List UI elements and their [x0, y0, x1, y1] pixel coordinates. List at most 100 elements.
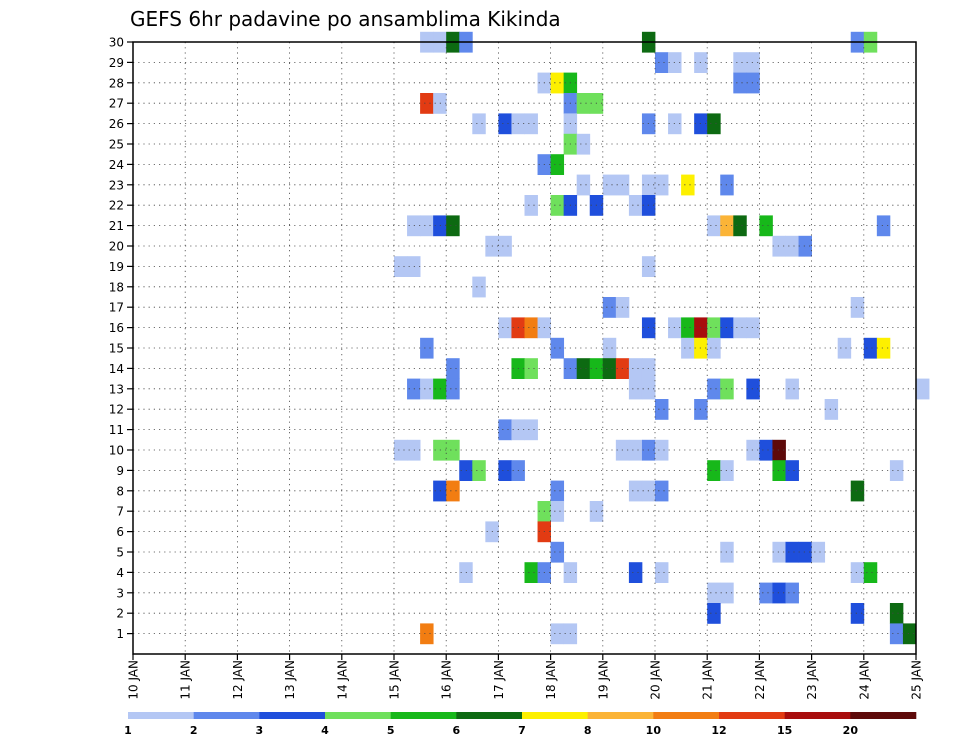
colorbar-label: 5 — [387, 724, 395, 737]
heatmap-cell — [407, 215, 421, 237]
heatmap-cell — [628, 562, 643, 583]
colorbar-label: 20 — [843, 724, 859, 737]
heatmap-cell — [524, 113, 538, 135]
heatmap-cell — [811, 541, 826, 563]
colorbar: 1 2 3 4 5 6 7 8 10 12 15 20 — [124, 712, 917, 737]
colorbar-swatch — [850, 712, 917, 719]
heatmap-cell — [707, 113, 721, 135]
colorbar-swatch — [784, 712, 851, 719]
colorbar-swatch — [390, 712, 457, 719]
heatmap-cell — [524, 358, 538, 379]
heatmap-cell — [602, 358, 617, 379]
heatmap-cell — [524, 195, 538, 216]
heatmap-cell — [850, 603, 865, 624]
heatmap-cell — [446, 378, 460, 400]
colorbar-label: 10 — [646, 724, 662, 737]
heatmap-cell — [733, 215, 747, 237]
y-tick-label: 6 — [116, 525, 124, 539]
x-tick-label: 14 JAN — [335, 660, 349, 700]
heatmap-cell — [746, 317, 760, 339]
heatmap-cell — [420, 93, 434, 114]
heatmap-cell — [916, 378, 930, 400]
heatmap-cell — [472, 460, 486, 481]
x-tick-label: 10 JAN — [127, 660, 141, 700]
heatmap-cell — [446, 480, 460, 502]
colorbar-swatch — [128, 712, 194, 719]
heatmap-cell — [707, 603, 721, 624]
y-tick-label: 21 — [109, 219, 124, 233]
colorbar-swatch — [259, 712, 326, 719]
heatmap-cell — [550, 72, 565, 94]
x-tick-label: 11 JAN — [179, 660, 193, 700]
y-tick-label: 16 — [109, 321, 124, 335]
heatmap-cell — [446, 439, 460, 461]
heatmap-cell — [394, 439, 408, 461]
heatmap-cell — [628, 378, 643, 400]
x-tick-label: 20 JAN — [649, 660, 663, 700]
heatmap-cell — [850, 480, 865, 502]
heatmap-cell — [628, 439, 643, 461]
heatmap-cell — [655, 52, 669, 73]
x-tick-label: 24 JAN — [857, 660, 871, 700]
heatmap-cell — [863, 337, 878, 359]
heatmap-cell — [902, 623, 917, 645]
y-tick-label: 24 — [109, 158, 124, 172]
x-tick-label: 22 JAN — [753, 660, 767, 700]
heatmap-cell — [576, 358, 591, 379]
heatmap-cell — [733, 52, 747, 73]
heatmap-cell — [550, 541, 565, 563]
y-tick-label: 1 — [116, 627, 124, 641]
heatmap-cell — [472, 113, 486, 135]
heatmap-cell — [733, 72, 747, 94]
y-tick-label: 8 — [116, 484, 124, 498]
heatmap-cell — [707, 378, 721, 400]
y-tick-label: 4 — [116, 566, 124, 580]
heatmap-cell — [655, 480, 669, 502]
y-tick-label: 29 — [109, 56, 124, 70]
y-tick-label: 19 — [109, 260, 124, 274]
heatmap-cell — [655, 562, 669, 583]
colorbar-label: 12 — [711, 724, 726, 737]
heatmap-cell — [772, 235, 786, 257]
y-tick-label: 17 — [109, 301, 124, 315]
colorbar-label: 3 — [256, 724, 264, 737]
heatmap-cell — [602, 297, 617, 318]
y-tick-label: 22 — [109, 199, 124, 213]
y-tick-label: 23 — [109, 178, 124, 192]
colorbar-label: 1 — [124, 724, 132, 737]
heatmap-cell — [420, 215, 434, 237]
colorbar-label: 15 — [777, 724, 792, 737]
heatmap-cell — [628, 358, 643, 379]
colorbar-label: 8 — [584, 724, 592, 737]
y-tick-label: 20 — [109, 240, 124, 254]
heatmap-cell — [550, 501, 565, 522]
heatmap-cell — [850, 562, 865, 583]
heatmap-cell — [628, 195, 643, 216]
heatmap-cell — [498, 317, 512, 339]
heatmap-cell — [394, 256, 408, 277]
heatmap-cell — [876, 337, 891, 359]
heatmap-cell — [524, 419, 538, 441]
heatmap-cell — [707, 337, 721, 359]
x-tick-label: 19 JAN — [596, 660, 610, 700]
y-axis-ticks: 1234567891011121314151617181920212223242… — [109, 36, 133, 641]
colorbar-swatch — [193, 712, 260, 719]
heatmap-cell — [707, 460, 721, 481]
x-tick-label: 13 JAN — [283, 660, 297, 700]
colorbar-label: 4 — [321, 724, 329, 737]
x-axis-ticks: 10 JAN 11 JAN 12 JAN 13 JAN 14 JAN 15 JAN 16 J… — [127, 654, 924, 700]
y-tick-label: 26 — [109, 117, 124, 131]
heatmap-cell — [681, 174, 695, 196]
y-tick-label: 5 — [116, 546, 124, 560]
heatmap-cell — [746, 52, 760, 73]
heatmap-cell — [407, 439, 421, 461]
heatmap-cell — [707, 317, 721, 339]
heatmap-cell — [655, 399, 669, 420]
y-tick-label: 9 — [116, 464, 124, 478]
heatmap-cell — [785, 582, 799, 604]
heatmap-cell — [550, 195, 565, 216]
heatmap-cell — [772, 541, 786, 563]
heatmap-cell — [550, 480, 565, 502]
y-tick-label: 2 — [116, 607, 124, 621]
